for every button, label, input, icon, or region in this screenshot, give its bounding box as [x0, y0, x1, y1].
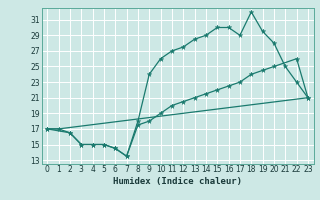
X-axis label: Humidex (Indice chaleur): Humidex (Indice chaleur) — [113, 177, 242, 186]
